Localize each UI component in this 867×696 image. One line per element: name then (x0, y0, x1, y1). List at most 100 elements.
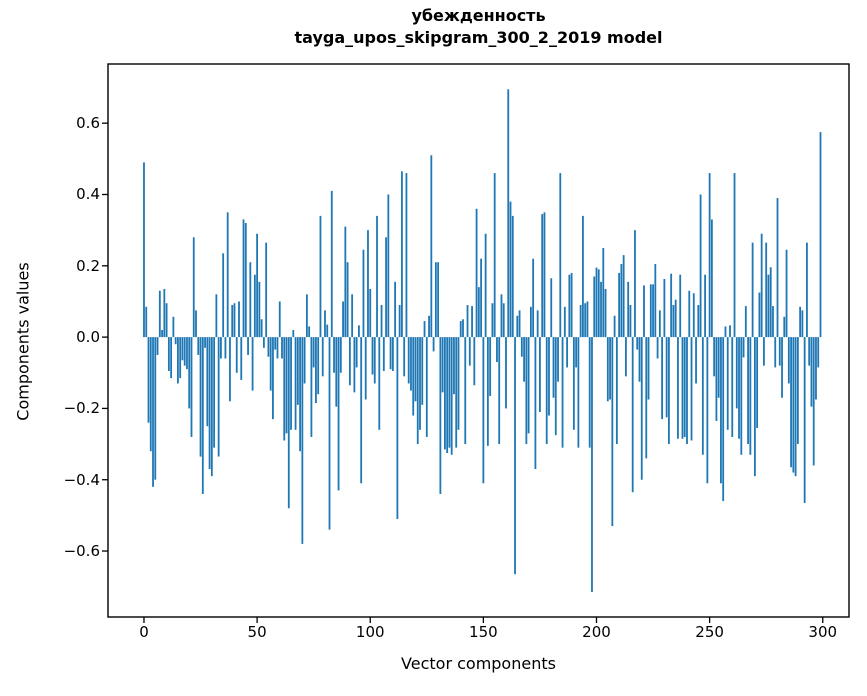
bar (315, 337, 317, 404)
bar (717, 337, 720, 398)
bar (582, 215, 584, 338)
bar (765, 242, 768, 338)
bar (726, 337, 729, 430)
bar (188, 337, 191, 409)
bar (147, 337, 150, 423)
bar (249, 262, 252, 338)
bar (600, 281, 602, 338)
bar (679, 274, 682, 338)
bar (457, 337, 460, 430)
bar (238, 301, 240, 338)
bar (204, 337, 206, 348)
chart-title-word: убежденность (411, 6, 546, 25)
bar (735, 337, 738, 409)
bar (360, 337, 363, 484)
bar (493, 173, 496, 338)
bar (747, 337, 749, 445)
bar (414, 337, 417, 402)
bar (545, 337, 548, 445)
bar (604, 288, 607, 338)
bar (532, 258, 535, 338)
bar (514, 337, 516, 575)
bar (251, 337, 254, 391)
bar (534, 337, 537, 470)
bar (699, 194, 702, 338)
x-tick-label: 0 (139, 623, 149, 641)
bar (758, 292, 761, 338)
bar (654, 264, 657, 338)
bar (473, 337, 476, 386)
bar (629, 305, 632, 338)
bar (240, 337, 243, 380)
bar (563, 306, 566, 338)
bar (661, 337, 664, 420)
bar (645, 337, 648, 459)
bar (781, 337, 783, 398)
y-tick-label: −0.6 (63, 542, 100, 561)
bar (690, 337, 693, 441)
bar (346, 262, 349, 338)
bar (348, 337, 351, 386)
bar (154, 337, 157, 480)
y-tick-label: 0.2 (76, 256, 100, 275)
bar (183, 337, 186, 366)
bar (636, 337, 639, 350)
bar (170, 337, 173, 379)
bar (778, 337, 781, 366)
bar (326, 324, 329, 338)
bar (312, 337, 315, 368)
bar (260, 319, 263, 338)
bar (724, 326, 727, 338)
bar (385, 237, 387, 338)
bar (161, 329, 163, 338)
bar (278, 301, 281, 338)
bar (593, 276, 596, 338)
bar (783, 316, 786, 338)
bar (618, 272, 621, 338)
bar (570, 272, 573, 338)
bar (760, 233, 763, 338)
bar (344, 226, 347, 338)
bar (683, 337, 686, 437)
chart-title: убежденность tayga_upos_skipgram_300_2_2… (108, 5, 849, 49)
bar (220, 337, 222, 359)
bar (634, 230, 636, 338)
bar (455, 337, 458, 448)
bar (475, 208, 478, 338)
bar (706, 337, 709, 484)
bar (213, 337, 216, 448)
bar (471, 306, 473, 338)
bar (274, 337, 277, 350)
bar (477, 287, 480, 338)
bar (498, 337, 501, 445)
bar (253, 274, 256, 338)
bar (609, 337, 611, 400)
bar (389, 337, 392, 370)
bar (247, 337, 249, 355)
bar (722, 337, 725, 502)
bar (296, 337, 299, 405)
bar (446, 337, 449, 453)
bar (330, 190, 333, 338)
bar (597, 269, 600, 338)
bar (729, 325, 731, 338)
bar (152, 337, 154, 487)
bar (672, 305, 675, 338)
bar (656, 337, 659, 359)
bar (559, 173, 562, 338)
bar (496, 337, 498, 363)
bar (792, 337, 795, 473)
bar (731, 337, 734, 437)
bar (733, 173, 736, 338)
bar (692, 293, 695, 338)
bar (572, 337, 575, 430)
bar (801, 310, 804, 338)
bar (790, 337, 792, 468)
bar (667, 337, 670, 445)
bar (156, 337, 159, 355)
bar (333, 337, 335, 373)
bar (756, 337, 759, 429)
bar (541, 214, 544, 338)
bar (432, 337, 435, 352)
